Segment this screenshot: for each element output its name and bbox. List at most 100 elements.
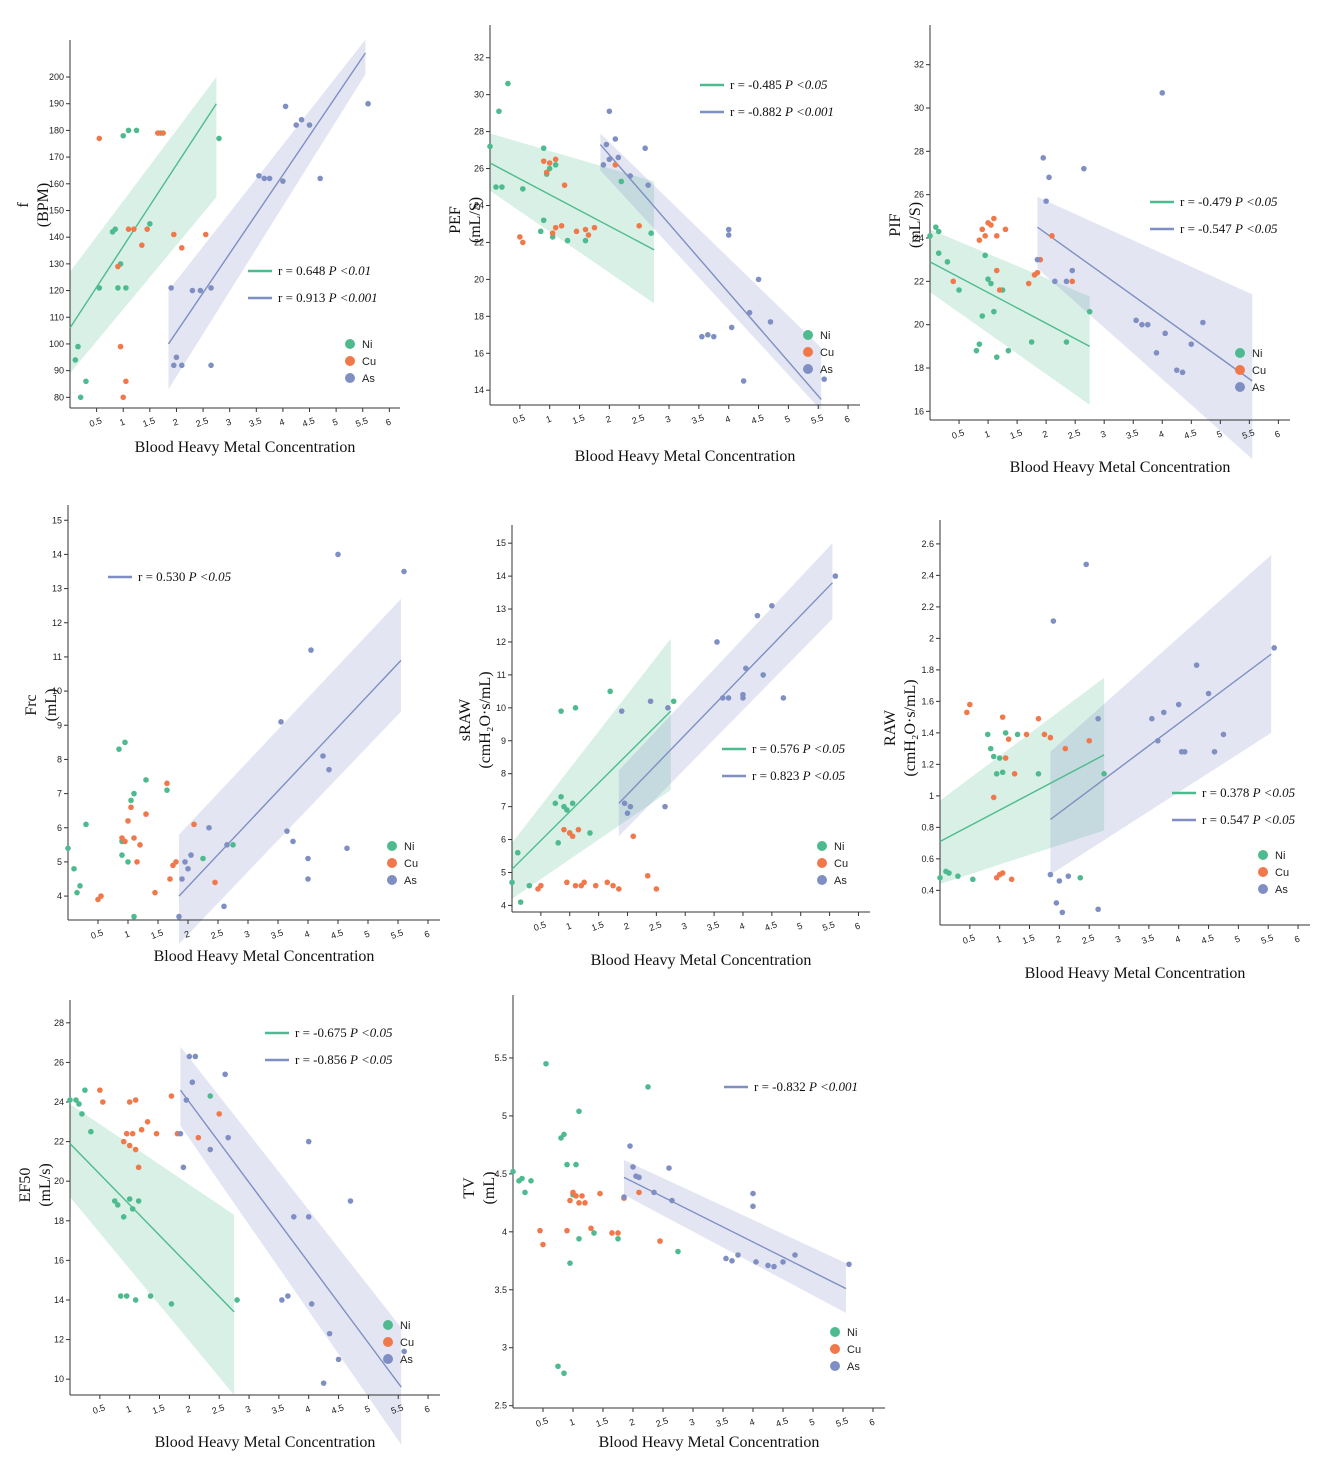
data-point-ni xyxy=(505,80,511,87)
stat-r: r = -0.832 xyxy=(754,1079,809,1094)
stat-p: P <0.001 xyxy=(328,290,378,305)
stat-r: r = 0.530 xyxy=(138,569,189,584)
data-point-cu xyxy=(579,1193,585,1199)
data-point-as xyxy=(179,876,185,882)
x-axis-label: Blood Heavy Metal Concentration xyxy=(599,1434,820,1451)
data-point-ni xyxy=(984,731,991,738)
data-point-as xyxy=(1200,319,1206,326)
stat-r: r = -0.547 xyxy=(1180,221,1235,236)
data-point-as xyxy=(669,1197,675,1204)
x-axis-label: Blood Heavy Metal Concentration xyxy=(1025,965,1246,982)
data-point-cu xyxy=(950,278,957,285)
data-point-ni xyxy=(77,394,84,401)
data-point-as xyxy=(290,838,296,845)
data-point-as xyxy=(1139,321,1145,328)
data-point-cu xyxy=(195,1134,202,1141)
legend-marker-cu xyxy=(803,347,813,357)
y-tick-label: 1.6 xyxy=(921,696,934,706)
x-tick-label: 6 xyxy=(868,1417,876,1428)
data-point-cu xyxy=(616,886,622,892)
data-point-ni xyxy=(73,1097,79,1103)
data-point-as xyxy=(1046,174,1052,181)
data-point-as xyxy=(293,122,300,128)
stat-r: r = 0.547 xyxy=(1202,812,1253,827)
y-tick-label: 4.5 xyxy=(494,1169,507,1179)
data-point-ni xyxy=(569,800,576,807)
data-point-as xyxy=(222,1071,228,1078)
x-tick-label: 1.5 xyxy=(571,412,586,426)
data-point-ni xyxy=(509,879,515,886)
data-point-cu xyxy=(143,811,149,817)
data-point-ni xyxy=(555,840,561,846)
data-point-cu xyxy=(1049,233,1055,239)
regression-line-as xyxy=(1037,226,1253,382)
stat-r: r = 0.823 xyxy=(752,768,803,783)
x-tick-label: 2.5 xyxy=(631,412,646,426)
data-point-as xyxy=(1205,690,1212,697)
x-axis-label: Blood Heavy Metal Concentration xyxy=(154,948,375,965)
data-point-as xyxy=(1056,878,1063,884)
legend-label: Cu xyxy=(834,858,848,870)
legend-marker-as xyxy=(817,875,827,885)
data-point-ni xyxy=(993,354,1000,360)
data-point-as xyxy=(208,362,214,369)
y-axis-label-line: (cmH₂O·s/mL) xyxy=(902,679,919,776)
legend-label: Cu xyxy=(362,356,376,368)
data-point-cu xyxy=(178,245,185,251)
data-point-ni xyxy=(990,753,997,760)
data-point-as xyxy=(1175,701,1182,708)
data-point-as xyxy=(261,175,268,182)
data-point-as xyxy=(1173,367,1180,373)
data-point-cu xyxy=(1008,876,1015,883)
data-point-ni xyxy=(987,745,994,752)
data-point-cu xyxy=(144,1119,151,1125)
data-point-cu xyxy=(125,818,131,824)
x-tick-label: 3 xyxy=(680,921,688,932)
data-point-ni xyxy=(587,830,593,836)
legend-marker-ni xyxy=(803,330,813,340)
y-axis-label-line: Frc xyxy=(23,694,40,715)
data-point-cu xyxy=(653,886,660,892)
x-tick-label: 6 xyxy=(384,417,392,428)
y-tick-label: 2.2 xyxy=(921,602,934,612)
data-point-ni xyxy=(72,357,79,363)
data-point-ni xyxy=(147,1293,154,1299)
data-point-cu xyxy=(582,1200,588,1206)
x-tick-label: 2.5 xyxy=(194,415,209,429)
data-point-cu xyxy=(517,234,523,240)
data-point-as xyxy=(1050,618,1057,624)
data-point-ni xyxy=(126,1196,133,1202)
data-point-ni xyxy=(514,849,521,856)
stat-p: P <0.05 xyxy=(349,1052,393,1067)
y-tick-label: 14 xyxy=(496,571,506,581)
legend-label: Ni xyxy=(847,1327,857,1339)
data-point-as xyxy=(365,100,371,107)
confidence-band-as xyxy=(179,598,401,944)
data-point-ni xyxy=(991,308,997,315)
data-point-as xyxy=(723,1255,729,1262)
data-point-as xyxy=(753,1259,759,1265)
x-tick-label: 1 xyxy=(983,429,991,440)
legend-marker-ni xyxy=(387,841,397,851)
data-point-ni xyxy=(119,852,125,858)
data-point-as xyxy=(750,1190,756,1197)
data-point-as xyxy=(1160,709,1167,716)
y-axis-label-line: RAW xyxy=(882,709,899,746)
data-point-cu xyxy=(993,233,1000,239)
x-tick-label: 0.5 xyxy=(534,1415,549,1429)
data-point-cu xyxy=(546,160,553,166)
x-tick-label: 2.5 xyxy=(1067,427,1082,441)
x-tick-label: 5 xyxy=(783,414,791,425)
x-tick-label: 4.5 xyxy=(774,1415,789,1429)
stat-p: P <0.05 xyxy=(802,768,846,783)
data-point-as xyxy=(189,1079,196,1086)
y-tick-label: 22 xyxy=(54,1137,64,1147)
x-tick-label: 6 xyxy=(1273,429,1281,440)
regression-line-as xyxy=(618,582,833,804)
data-point-as xyxy=(740,691,746,698)
data-point-as xyxy=(755,276,762,283)
data-point-as xyxy=(335,1356,342,1363)
data-point-as xyxy=(769,602,775,609)
data-point-ni xyxy=(200,855,206,862)
data-point-ni xyxy=(1035,771,1042,777)
